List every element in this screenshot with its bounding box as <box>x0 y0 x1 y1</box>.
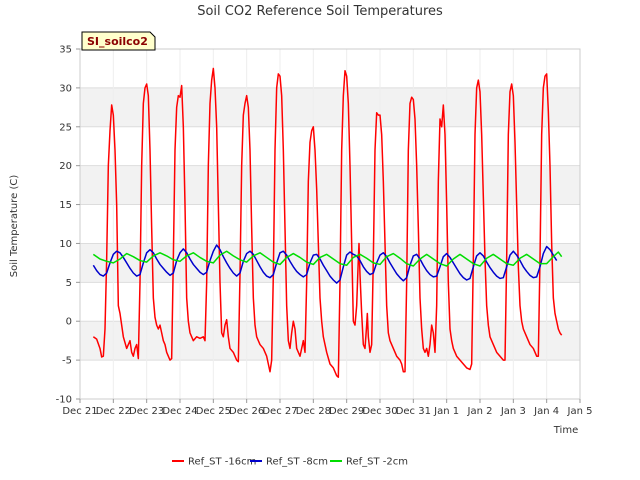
legend-label: Ref_ST -8cm <box>266 457 328 468</box>
series-layer <box>92 67 563 378</box>
x-axis-label: Time <box>553 425 578 436</box>
chart-title: Soil CO2 Reference Soil Temperatures <box>197 4 443 19</box>
x-tick-label: Dec 30 <box>362 406 397 417</box>
y-axis-ticks: -10 -5 0 5 10 15 20 25 30 35 <box>56 45 80 406</box>
x-tick-label: Dec 25 <box>196 406 231 417</box>
x-tick-label: Jan 4 <box>533 406 559 417</box>
site-badge: SI_soilco2 <box>81 31 156 51</box>
x-tick-label: Dec 22 <box>96 406 131 417</box>
x-tick-label: Dec 24 <box>162 406 197 417</box>
y-tick-label: -5 <box>62 356 72 367</box>
x-tick-label: Jan 5 <box>567 406 593 417</box>
legend-label: Ref_ST -16cm <box>188 457 256 468</box>
legend: Ref_ST -16cm Ref_ST -8cm Ref_ST -2cm <box>172 457 408 468</box>
x-tick-label: Dec 29 <box>329 406 364 417</box>
x-tick-label: Dec 23 <box>129 406 164 417</box>
y-tick-label: 20 <box>59 161 72 172</box>
series-line-ref-st-2cm <box>92 250 563 267</box>
y-tick-label: 15 <box>59 200 72 211</box>
x-tick-label: Dec 28 <box>296 406 331 417</box>
plot-background <box>80 49 580 399</box>
x-tick-label: Dec 21 <box>62 406 97 417</box>
y-tick-label: -10 <box>56 395 72 406</box>
legend-label: Ref_ST -2cm <box>346 457 408 468</box>
x-tick-label: Jan 2 <box>467 406 493 417</box>
badge-box <box>81 31 156 51</box>
y-tick-label: 25 <box>59 122 72 133</box>
badge-label: SI_soilco2 <box>87 35 148 48</box>
x-tick-label: Dec 26 <box>229 406 264 417</box>
y-tick-label: 30 <box>59 83 72 94</box>
y-tick-label: 5 <box>66 278 72 289</box>
y-tick-label: 35 <box>59 45 72 56</box>
series-line-ref-st-16cm <box>92 67 563 378</box>
y-tick-label: 0 <box>66 317 72 328</box>
series-line-ref-st-8cm <box>92 244 558 284</box>
plot-band <box>80 87 580 127</box>
plot-band <box>80 165 580 205</box>
plot-frame <box>79 48 581 400</box>
x-tick-label: Jan 1 <box>433 406 459 417</box>
x-tick-label: Jan 3 <box>500 406 526 417</box>
y-axis-label: Soil Temperature (C) <box>9 175 20 278</box>
x-tick-label: Dec 31 <box>396 406 431 417</box>
y-tick-label: 10 <box>59 239 72 250</box>
x-tick-label: Dec 27 <box>262 406 297 417</box>
